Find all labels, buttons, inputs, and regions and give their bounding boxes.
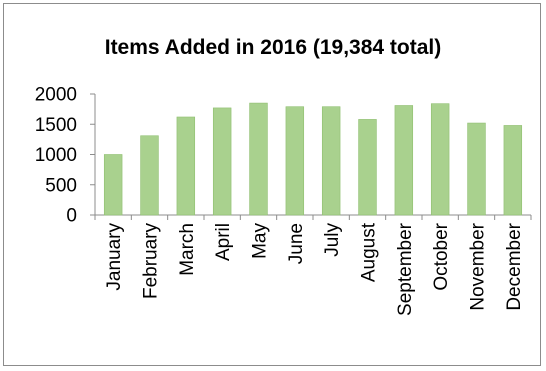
x-tick-label: December: [504, 222, 525, 310]
x-tick-label: May: [250, 223, 271, 259]
x-tick-label: October: [431, 222, 452, 290]
chart-title: Items Added in 2016 (19,384 total): [105, 36, 442, 59]
x-tick-label: November: [468, 222, 489, 310]
bar-february: [140, 135, 159, 216]
x-tick-label: August: [359, 222, 380, 282]
y-tick-label: 2000: [35, 85, 77, 106]
x-tick-label: March: [177, 223, 198, 276]
y-tick-label: 500: [45, 175, 77, 196]
bar-november: [467, 122, 486, 216]
bar-january: [103, 154, 123, 216]
bar-series: [103, 102, 523, 216]
x-tick-label: January: [104, 223, 125, 291]
y-tick-label: 0: [66, 206, 77, 227]
y-tick-label: 1000: [35, 145, 77, 166]
y-axis: 0 500 1000 1500 2000: [35, 85, 96, 227]
bar-june: [285, 106, 305, 216]
bar-may: [249, 102, 268, 216]
x-tick-label: April: [213, 223, 234, 261]
x-tick-label: July: [322, 223, 343, 257]
bar-march: [176, 116, 196, 216]
x-tick-label: February: [141, 223, 162, 300]
bar-april: [212, 107, 232, 216]
bar-september: [394, 105, 414, 216]
y-tick-label: 1500: [35, 115, 77, 136]
bar-october: [430, 103, 450, 216]
bar-december: [503, 125, 523, 216]
x-axis: January February March April May June July Augu…: [94, 214, 532, 316]
x-tick-label: September: [395, 222, 416, 316]
bar-august: [358, 119, 377, 216]
bar-july: [321, 106, 341, 216]
x-tick-label: June: [286, 223, 307, 264]
